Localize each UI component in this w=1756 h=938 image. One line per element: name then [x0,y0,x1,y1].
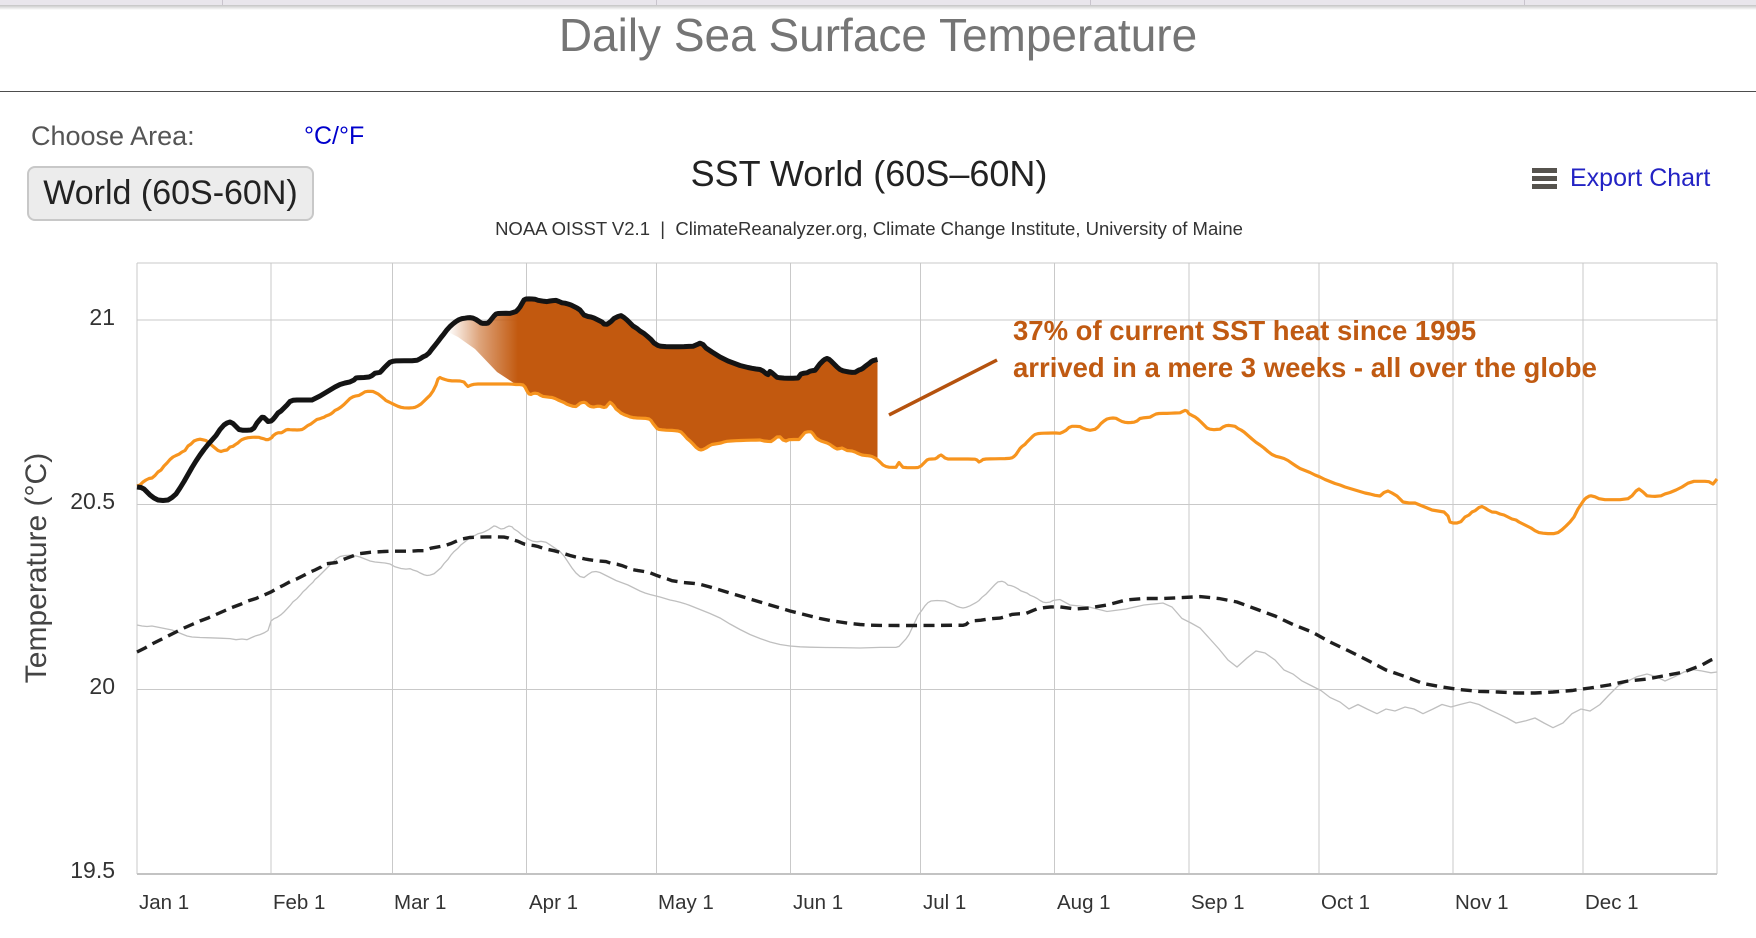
svg-text:20.5: 20.5 [70,488,115,514]
svg-text:21: 21 [89,304,115,330]
svg-text:Temperature (°C): Temperature (°C) [20,453,53,683]
svg-text:37% of current SST heat since: 37% of current SST heat since 1995 [1013,315,1476,346]
svg-text:Mar 1: Mar 1 [394,891,446,914]
svg-text:20: 20 [89,673,115,699]
svg-text:Nov 1: Nov 1 [1455,891,1509,914]
svg-text:May 1: May 1 [658,891,714,914]
svg-text:Jul 1: Jul 1 [923,891,966,914]
svg-text:Sep 1: Sep 1 [1191,891,1245,914]
svg-text:19.5: 19.5 [70,857,115,883]
svg-text:Oct 1: Oct 1 [1321,891,1370,914]
svg-text:arrived in a mere 3 weeks - al: arrived in a mere 3 weeks - all over the… [1013,352,1597,383]
svg-text:Jan 1: Jan 1 [139,891,189,914]
svg-text:Dec 1: Dec 1 [1585,891,1639,914]
svg-text:Apr 1: Apr 1 [529,891,578,914]
svg-text:Jun 1: Jun 1 [793,891,843,914]
svg-text:Feb 1: Feb 1 [273,891,325,914]
svg-text:Aug 1: Aug 1 [1057,891,1111,914]
